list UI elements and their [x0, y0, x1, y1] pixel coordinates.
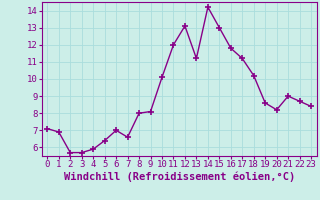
X-axis label: Windchill (Refroidissement éolien,°C): Windchill (Refroidissement éolien,°C) — [64, 172, 295, 182]
